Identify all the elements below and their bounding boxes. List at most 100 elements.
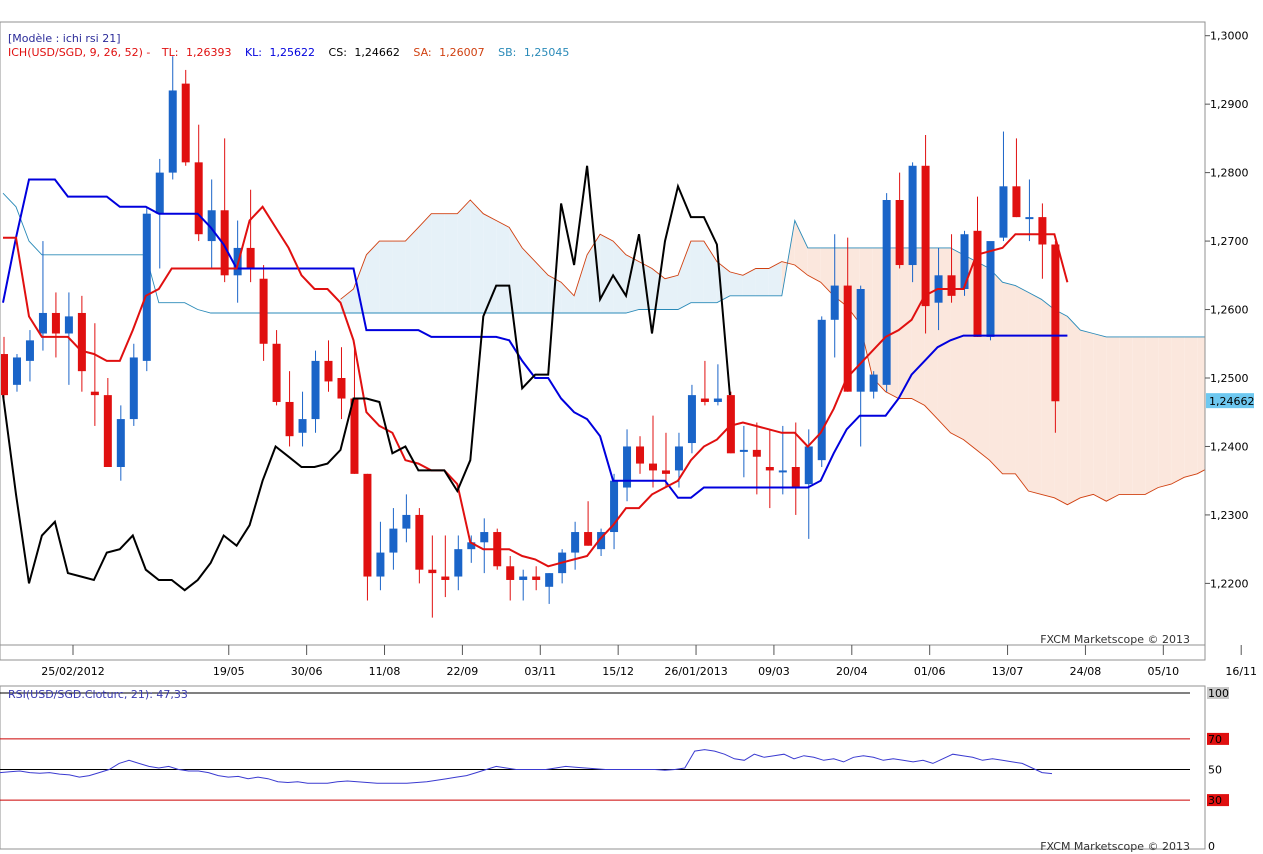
kumo-cloud-segment [794,220,808,276]
kumo-cloud-segment [859,247,873,378]
candle-body [752,449,761,457]
kumo-cloud-segment [1041,299,1055,498]
kumo-cloud-segment [742,268,756,296]
legend-sa-label: SA: [413,46,431,59]
kumo-cloud-segment [392,241,406,313]
kumo-cloud-segment [703,241,717,303]
x-tick-label: 01/06 [914,665,946,678]
candle-body [168,90,177,173]
candle-body [350,398,359,474]
kumo-cloud-segment [470,200,484,313]
legend-ich: ICH(USD/SGD, 9, 26, 52) - [8,46,150,59]
kumo-cloud-segment [1158,336,1172,488]
y-tick-label: 1,2500 [1210,372,1249,385]
kumo-cloud-segment [1119,336,1133,495]
candle-body [532,576,541,580]
template-title: [Modèle : ichi rsi 21] [8,32,121,45]
candle-body [12,357,21,385]
rsi-line [0,749,1053,784]
kumo-cloud-segment [820,247,834,296]
kumo-cloud-segment [496,220,510,313]
price-watermark: FXCM Marketscope © 2013 [1040,633,1190,646]
kumo-cloud-segment [483,213,497,313]
candle-body [661,470,670,474]
kumo-cloud-segment [755,268,769,296]
kijun-sen-line [2,178,1068,499]
candle-body [181,83,190,163]
candle-body [51,312,60,334]
kumo-cloud-segment [1067,316,1081,505]
x-tick-label: 19/05 [213,665,245,678]
kumo-cloud-segment [353,254,367,313]
candle-body [337,378,346,399]
x-tick-label: 09/03 [758,665,790,678]
candle-body [947,275,956,296]
candle-body [817,319,826,461]
candle-body [376,552,385,577]
candle-body [363,473,372,577]
candle-body [155,172,164,214]
candle-body [298,419,307,433]
kumo-cloud-segment [340,289,354,313]
legend-sb-value: 1,25045 [524,46,570,59]
y-tick-label: 1,2300 [1210,509,1249,522]
kumo-cloud-segment [1184,336,1198,478]
candle-body [90,391,99,396]
kumo-cloud-segment [911,247,925,406]
kumo-cloud-segment [768,261,782,296]
candle-body [597,532,606,550]
kumo-cloud-segment [587,234,601,313]
rsi-level-tag [1207,687,1229,699]
candle-body [739,449,748,452]
kumo-cloud-segment [626,254,640,313]
current-price-bg [1206,393,1254,409]
candle-body [1,354,8,396]
rsi-level-tag [1207,794,1229,807]
x-tick-label: 16/11 [1225,665,1257,678]
candle-body [38,312,47,334]
rsi-level-tag [1207,732,1229,745]
kumo-cloud-segment [1093,333,1107,502]
candle-body [77,312,86,372]
candle-body [506,566,515,580]
legend-kl-value: 1,25622 [270,46,316,59]
kumo-cloud-segment [677,241,691,310]
candle-body [246,247,255,269]
kumo-cloud-segment [1132,336,1146,495]
y-tick-label: 1,2400 [1210,440,1249,453]
candle-body [259,278,268,344]
kumo-cloud-segment [729,271,743,296]
x-tick-label: 22/09 [447,665,479,678]
kumo-cloud-segment [898,247,912,399]
kumo-cloud-segment [600,234,614,313]
legend-tl-label: TL: [161,46,179,59]
candle-body [791,467,800,488]
y-tick-label: 1,2800 [1210,167,1249,180]
candle-body [700,398,709,402]
kumo-cloud-segment [522,247,536,313]
rsi-level-label: 70 [1208,733,1222,746]
rsi-level-label: 0 [1208,840,1215,853]
candle-body [856,289,865,392]
candle-body [389,528,398,553]
kumo-cloud-segment [950,247,964,440]
candle-body [454,549,463,577]
candle-body [1025,217,1034,220]
kumo-cloud-segment [431,213,445,313]
legend-sa-value: 1,26007 [439,46,485,59]
candle-body [908,165,917,266]
candle-body [324,360,333,382]
tenkan-sen-line [3,205,1069,568]
candle-body [116,419,125,467]
kumo-cloud-segment [535,261,549,313]
indicator-legend: ICH(USD/SGD, 9, 26, 52) - TL: 1,26393 KL… [8,46,569,59]
kumo-cloud-segment [457,200,471,313]
y-tick-label: 1,2600 [1210,304,1249,317]
candle-body [687,395,696,444]
candle-body [960,234,969,289]
candle-body [830,285,839,320]
y-tick-label: 1,2700 [1210,235,1249,248]
candle-body [584,532,593,546]
candle-body [778,470,787,473]
